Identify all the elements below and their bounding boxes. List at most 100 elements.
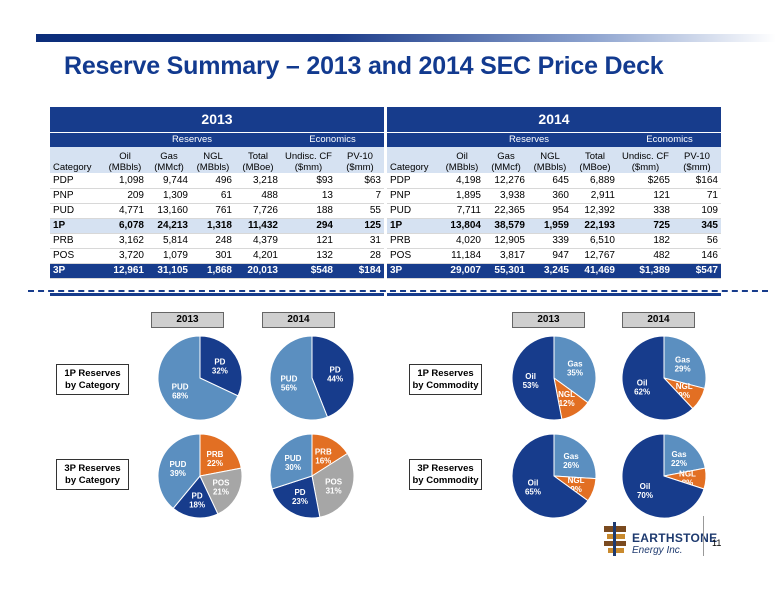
pie-slice-label: NGL — [558, 390, 575, 399]
pie-slice-label: PUD — [169, 460, 186, 469]
pie-slice-gas — [663, 433, 706, 477]
table-row: PDP 1,098 9,744 496 3,218 $93 $63 — [50, 173, 384, 189]
table-cell: 121 — [618, 188, 673, 204]
table-cell: 3,720 — [103, 248, 147, 264]
table-cell: $548 — [281, 263, 336, 279]
column-header: PV-10 ($mm) — [673, 147, 721, 173]
table-row: POS 11,184 3,817 947 12,767 482 146 — [387, 248, 721, 264]
row-category-cell: PDP — [387, 173, 440, 189]
pie-slice-label: Gas — [671, 450, 687, 459]
table-row: PRB 4,020 12,905 339 6,510 182 56 — [387, 233, 721, 249]
table-cell: 954 — [528, 203, 572, 219]
pie-slice-percent: 22% — [207, 459, 223, 468]
pie-slice-label: PD — [214, 357, 225, 366]
table-cell: 13,804 — [440, 218, 484, 234]
table-cell: 4,201 — [235, 248, 281, 264]
pie-slice-percent: 53% — [523, 381, 539, 390]
table-cell: 13 — [281, 188, 336, 204]
column-header: Undisc. CF ($mm) — [618, 147, 673, 173]
table-cell: 31 — [336, 233, 384, 249]
pie-slice-oil — [621, 433, 705, 519]
table-cell: 188 — [281, 203, 336, 219]
pie-slice-percent: 56% — [281, 383, 297, 392]
table-cell: 1,868 — [191, 263, 235, 279]
table-cell: 3,938 — [484, 188, 528, 204]
table-cell: 4,020 — [440, 233, 484, 249]
column-header: Gas (MMcf) — [484, 147, 528, 173]
page-number: 11 — [712, 538, 722, 548]
table-row: 3P 12,961 31,105 1,868 20,013 $548 $184 — [50, 263, 384, 279]
table-cell: 338 — [618, 203, 673, 219]
table-cell: 9,744 — [147, 173, 191, 189]
pie-slice-label: POS — [213, 479, 231, 488]
pie-slice-label: PD — [192, 491, 203, 500]
pie-slice-gas — [553, 335, 597, 404]
pie-slice-percent: 18% — [189, 500, 205, 509]
table-cell: 12,961 — [103, 263, 147, 279]
table-cell: 1,309 — [147, 188, 191, 204]
pie-slice-pud — [157, 433, 201, 510]
row-category-cell: PDP — [50, 173, 103, 189]
table-cell: 2,911 — [572, 188, 618, 204]
column-header: Oil (MBbls) — [103, 147, 147, 173]
table-cell: 11,184 — [440, 248, 484, 264]
table-row: PDP 4,198 12,276 645 6,889 $265 $164 — [387, 173, 721, 189]
table-cell: 294 — [281, 218, 336, 234]
column-header: Oil (MBbls) — [440, 147, 484, 173]
table-cell: 22,193 — [572, 218, 618, 234]
year-label-category-2013: 2013 — [151, 312, 224, 328]
table-cell: 360 — [528, 188, 572, 204]
table-cell: 6,510 — [572, 233, 618, 249]
table-cell: $63 — [336, 173, 384, 189]
table-row: PUD 7,711 22,365 954 12,392 338 109 — [387, 203, 721, 219]
row-category-cell: 3P — [387, 263, 440, 279]
table-cell: $1,389 — [618, 263, 673, 279]
table-cell: 488 — [235, 188, 281, 204]
pie-slice-percent: 29% — [675, 365, 691, 374]
year-label-commodity-2014: 2014 — [622, 312, 695, 328]
table-cell: 121 — [281, 233, 336, 249]
pie-slice-label: Gas — [675, 356, 691, 365]
pie-slice-pos — [199, 467, 243, 515]
column-header: Gas (MMcf) — [147, 147, 191, 173]
table-cell: $547 — [673, 263, 721, 279]
page-title: Reserve Summary – 2013 and 2014 SEC Pric… — [64, 52, 664, 80]
table-row: PNP 1,895 3,938 360 2,911 121 71 — [387, 188, 721, 204]
pie-slice-label: PD — [330, 366, 341, 375]
pie-slice-label: Oil — [528, 479, 539, 488]
year-label-commodity-2013: 2013 — [512, 312, 585, 328]
pie-slice-label: Gas — [567, 359, 583, 368]
pie-slice-percent: 8% — [682, 479, 694, 488]
row-category-cell: POS — [387, 248, 440, 264]
pie-slice-pd — [271, 475, 321, 519]
row-category-cell: PNP — [50, 188, 103, 204]
table-cell: 12,767 — [572, 248, 618, 264]
pie-slice-label: PD — [294, 488, 305, 497]
pie-slice-label: NGL — [676, 382, 693, 391]
group-header-reserves: Reserves — [440, 131, 618, 147]
row-category-cell: PNP — [387, 188, 440, 204]
pie-slice-pud — [269, 433, 313, 490]
table-cell: 725 — [618, 218, 673, 234]
pie-slice-percent: 31% — [326, 486, 342, 495]
row-category-cell: 1P — [50, 218, 103, 234]
table-cell: 7 — [336, 188, 384, 204]
pie-slice-pd — [172, 475, 219, 519]
row-category-cell: 3P — [50, 263, 103, 279]
table-cell: 38,579 — [484, 218, 528, 234]
pie-slice-label: PRB — [315, 447, 332, 456]
pie-slice-pud — [157, 335, 239, 421]
table-cell: 55,301 — [484, 263, 528, 279]
table-cell: 209 — [103, 188, 147, 204]
table-cell: 6,889 — [572, 173, 618, 189]
table-cell: 1,959 — [528, 218, 572, 234]
table-cell: 61 — [191, 188, 235, 204]
pie-slice-oil — [511, 433, 589, 519]
pie-slice-percent: 16% — [315, 456, 331, 465]
table-row: 1P 6,078 24,213 1,318 11,432 294 125 — [50, 218, 384, 234]
table-cell: 125 — [336, 218, 384, 234]
pie-slice-percent: 35% — [567, 368, 583, 377]
